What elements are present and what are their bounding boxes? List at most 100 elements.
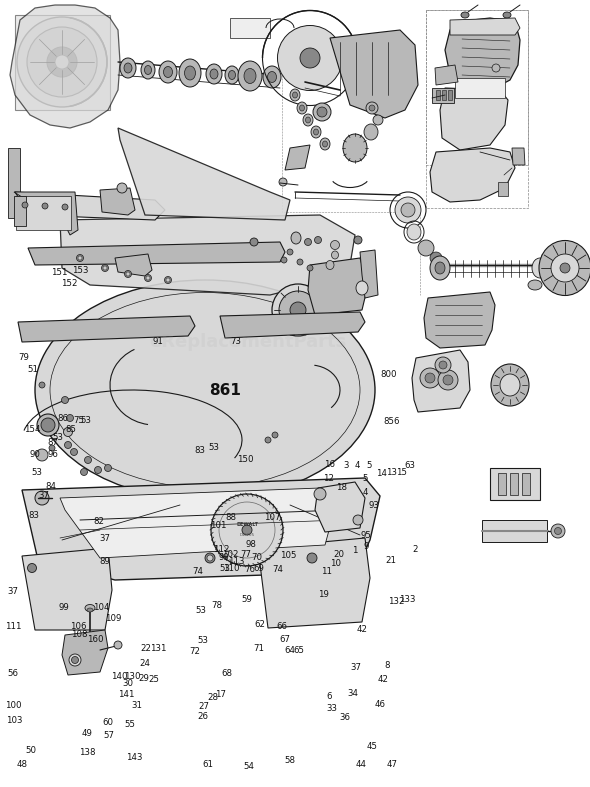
Ellipse shape [332,251,339,259]
Text: 55: 55 [124,719,135,729]
Text: 34: 34 [348,689,358,698]
Ellipse shape [354,236,362,244]
Text: 47: 47 [386,760,397,770]
Polygon shape [315,482,365,532]
Text: 89: 89 [100,557,110,567]
Text: 11: 11 [321,567,332,576]
Text: 856: 856 [384,417,400,427]
Text: 74: 74 [193,567,204,576]
Text: 154: 154 [24,425,40,434]
Ellipse shape [364,124,378,140]
Ellipse shape [210,69,218,79]
Text: 84: 84 [45,482,56,491]
Text: 76: 76 [245,565,255,575]
Text: 2: 2 [412,545,418,554]
Text: 13: 13 [386,467,397,477]
Polygon shape [15,192,165,220]
Text: 63: 63 [405,461,415,471]
Ellipse shape [297,102,307,114]
Ellipse shape [307,553,317,563]
Bar [498,473,506,495]
Ellipse shape [500,374,520,396]
Text: 112: 112 [213,545,230,554]
Ellipse shape [166,278,170,282]
Ellipse shape [369,105,375,111]
Ellipse shape [28,563,37,572]
Bar [8,148,20,218]
Text: 53: 53 [198,636,208,645]
Text: DEWALT: DEWALT [236,523,258,527]
Ellipse shape [163,66,172,77]
Bar [16,196,71,230]
Ellipse shape [291,232,301,244]
Ellipse shape [326,260,334,269]
Text: 141: 141 [118,689,135,699]
Text: 58: 58 [285,756,296,765]
Ellipse shape [35,491,49,505]
Polygon shape [22,478,380,580]
Ellipse shape [265,437,271,443]
Text: 85: 85 [65,425,76,434]
Ellipse shape [532,258,548,278]
Ellipse shape [78,256,82,260]
Text: 33: 33 [327,704,337,713]
Text: 86: 86 [57,414,68,423]
Ellipse shape [395,197,421,223]
Text: 45: 45 [366,741,377,751]
Ellipse shape [443,375,453,385]
Ellipse shape [49,445,55,451]
Ellipse shape [71,656,78,663]
Polygon shape [542,253,558,270]
Ellipse shape [70,449,77,456]
Text: 54: 54 [244,762,254,771]
Ellipse shape [425,373,435,383]
Ellipse shape [263,66,281,88]
Ellipse shape [430,252,442,264]
Ellipse shape [35,280,375,500]
Text: 60: 60 [102,718,113,727]
Polygon shape [22,548,112,630]
Ellipse shape [206,64,222,84]
Polygon shape [28,242,285,265]
Text: 87: 87 [48,438,58,447]
Text: 62: 62 [254,620,265,630]
Text: 22: 22 [141,644,152,653]
Ellipse shape [103,266,107,270]
Ellipse shape [104,464,112,471]
Text: 19: 19 [318,590,329,600]
Ellipse shape [491,364,529,406]
Ellipse shape [238,61,262,91]
Ellipse shape [279,291,317,329]
Text: 59: 59 [241,595,252,604]
Text: 107: 107 [264,513,281,523]
Ellipse shape [41,418,55,432]
Ellipse shape [126,272,130,276]
Bar [482,520,547,542]
Ellipse shape [39,382,45,388]
Polygon shape [330,30,418,118]
Text: 9: 9 [363,541,369,551]
Text: 99: 99 [58,603,69,612]
Ellipse shape [420,368,440,388]
Ellipse shape [159,61,177,83]
Ellipse shape [179,59,201,87]
Ellipse shape [551,254,579,282]
Polygon shape [258,538,370,628]
Text: 5: 5 [362,474,368,483]
Ellipse shape [438,370,458,390]
Text: eReplacementParts: eReplacementParts [149,334,346,351]
Text: 61: 61 [202,760,213,770]
Text: 29: 29 [139,674,149,683]
Text: 78: 78 [212,601,222,611]
Ellipse shape [343,134,367,162]
Ellipse shape [27,27,97,97]
Text: 113: 113 [228,557,244,567]
Ellipse shape [141,61,155,79]
Text: 64: 64 [285,645,296,655]
Ellipse shape [317,107,327,117]
Ellipse shape [353,515,363,525]
Text: 153: 153 [72,266,88,275]
Polygon shape [118,128,290,220]
Text: 53: 53 [220,563,231,573]
Ellipse shape [205,553,215,563]
